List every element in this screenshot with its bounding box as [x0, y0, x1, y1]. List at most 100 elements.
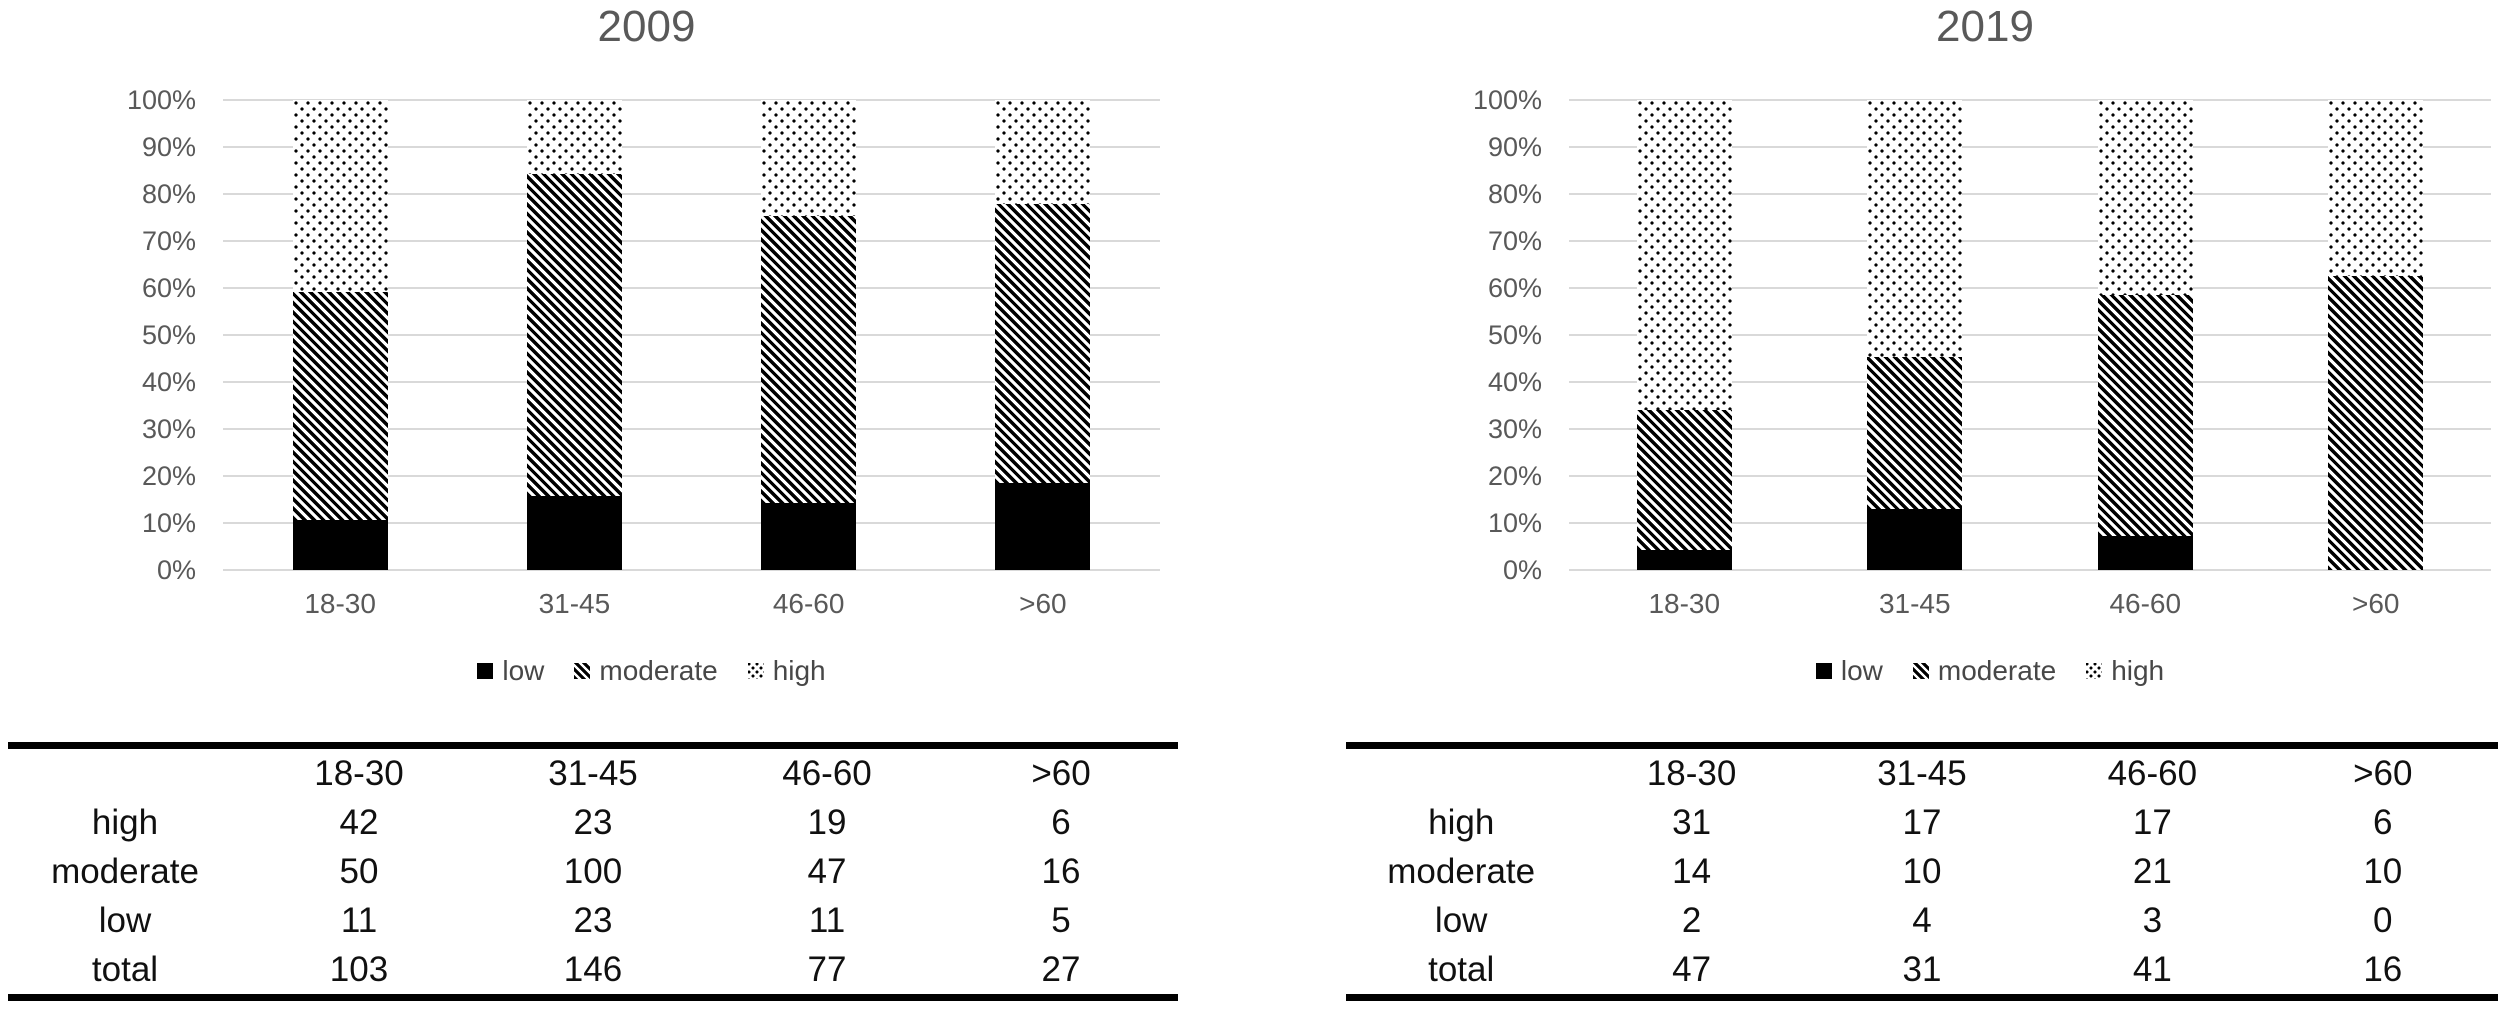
bar-segment-moderate [995, 204, 1091, 483]
y-axis-tick-label: 40% [1487, 367, 1542, 397]
gridline [223, 522, 1160, 524]
bar->60 [995, 100, 1091, 570]
x-axis-labels: 18-30 31-45 46-60 >60 [223, 588, 1160, 624]
gridline [223, 240, 1160, 242]
table-cell: 77 [807, 949, 847, 989]
legend-swatch-moderate-icon [1912, 663, 1929, 679]
gridline [1569, 240, 2491, 242]
bar-segment-moderate [1867, 357, 1963, 509]
table-header-cell: 31-45 [548, 753, 638, 793]
table-cell: 42 [339, 802, 379, 842]
table-header-cell: 31-45 [1877, 753, 1967, 793]
table-cell: 11 [340, 900, 378, 940]
plot-area [1569, 99, 2491, 571]
bar-18-30 [1636, 100, 1732, 570]
y-axis-tick-label: 30% [141, 414, 196, 444]
y-axis-tick-label: 80% [1487, 179, 1542, 209]
table-cell: 6 [2373, 802, 2393, 842]
bar-segment-high [1867, 100, 1963, 357]
table-header-cell: 46-60 [782, 753, 872, 793]
table-row-label: low [1434, 900, 1488, 940]
table-cell: 17 [1902, 802, 1942, 842]
table-header-row: 18-30 31-45 46-60 >60 [8, 746, 1178, 799]
table-cell: 146 [563, 949, 623, 989]
bar-segment-low [1867, 509, 1963, 570]
gridline [223, 569, 1160, 571]
bar-46-60 [761, 100, 857, 570]
gridline [223, 146, 1160, 148]
table-cell: 2 [1681, 900, 1702, 940]
x-axis-label: 18-30 [1648, 588, 1721, 619]
bar-segment-moderate [2097, 295, 2193, 536]
y-axis-tick-label: 10% [1487, 508, 1542, 538]
legend-swatch-moderate-icon [574, 663, 591, 679]
legend-swatch-high-icon [747, 663, 764, 679]
y-axis-tick-label: 80% [141, 179, 196, 209]
x-axis-label: >60 [1019, 588, 1067, 619]
legend-label: moderate [1937, 655, 2057, 686]
bar-segment-high [2097, 100, 2193, 295]
table-cell: 50 [339, 851, 379, 891]
bar-31-45 [526, 100, 622, 570]
gridline [1569, 99, 2491, 101]
bar-31-45 [1867, 100, 1963, 570]
legend-item-moderate: moderate [574, 655, 718, 687]
y-axis-tick-label: 60% [1487, 273, 1542, 303]
table-cell: 47 [807, 851, 847, 891]
bar-segment-high [995, 100, 1091, 204]
table-cell: 14 [1672, 851, 1712, 891]
table-cell: 10 [2363, 851, 2403, 891]
gridline [223, 475, 1160, 477]
table-row-label: low [98, 900, 152, 940]
y-axis-tick-label: 60% [141, 273, 196, 303]
legend-label: moderate [599, 655, 718, 686]
table-cell: 10 [1902, 851, 1942, 891]
bar-segment-moderate [761, 216, 857, 503]
table-header-row: 18-30 31-45 46-60 >60 [1346, 746, 2498, 799]
gridline [1569, 522, 2491, 524]
table-row-label: moderate [1387, 851, 1536, 891]
gridline [1569, 475, 2491, 477]
gridline [223, 287, 1160, 289]
table-header-cell: 46-60 [2107, 753, 2198, 793]
gridline [223, 193, 1160, 195]
bar-segment-low [2097, 536, 2193, 570]
table-row: total 47 31 41 16 [1346, 945, 2498, 998]
table-header-cell: >60 [1031, 753, 1091, 793]
bar-18-30 [292, 100, 388, 570]
table-row: low 2 4 3 0 [1346, 896, 2498, 945]
table-row-label: high [1428, 802, 1495, 842]
table-row: high 31 17 17 6 [1346, 798, 2498, 847]
table-header-cell: 18-30 [1646, 753, 1737, 793]
table-cell: 3 [2142, 900, 2163, 940]
y-axis-tick-label: 20% [141, 461, 196, 491]
legend-item-high: high [2086, 655, 2164, 687]
y-axis-tick-label: 100% [126, 85, 196, 115]
x-axis-label: 31-45 [538, 588, 611, 619]
table-header-cell [8, 746, 242, 799]
bar-segment-low [292, 520, 388, 570]
table-cell: 0 [2373, 900, 2393, 940]
bar-segment-low [1636, 550, 1732, 570]
y-axis-tick-label: 30% [1487, 414, 1542, 444]
legend-swatch-low-icon [1815, 663, 1832, 679]
table-cell: 19 [807, 802, 847, 842]
table-row-label: high [91, 802, 159, 842]
chart-title-2009: 2009 [597, 2, 696, 51]
bar-segment-moderate [2328, 276, 2424, 570]
bar-segment-high [292, 100, 388, 292]
legend-item-low: low [1815, 655, 1883, 687]
table-header-cell: >60 [2353, 753, 2413, 793]
table-cell: 103 [329, 949, 389, 989]
table-cell: 5 [1051, 900, 1071, 940]
y-axis-tick-label: 90% [141, 132, 196, 162]
x-axis-label: >60 [2352, 588, 2400, 619]
legend-label: high [772, 655, 826, 686]
chart-panel-2009: 2009 100% 90% 80% 70% 60% 50% 40% 30% 20% 10% 0% 1… [8, 2, 1178, 1001]
legend-item-high: high [747, 655, 826, 687]
table-row: moderate 50 100 47 16 [8, 847, 1178, 896]
table-header-cell: 18-30 [314, 753, 404, 793]
plot-area [223, 99, 1160, 571]
y-axis-tick-label: 10% [141, 508, 196, 538]
legend: low moderate high [183, 655, 1120, 687]
